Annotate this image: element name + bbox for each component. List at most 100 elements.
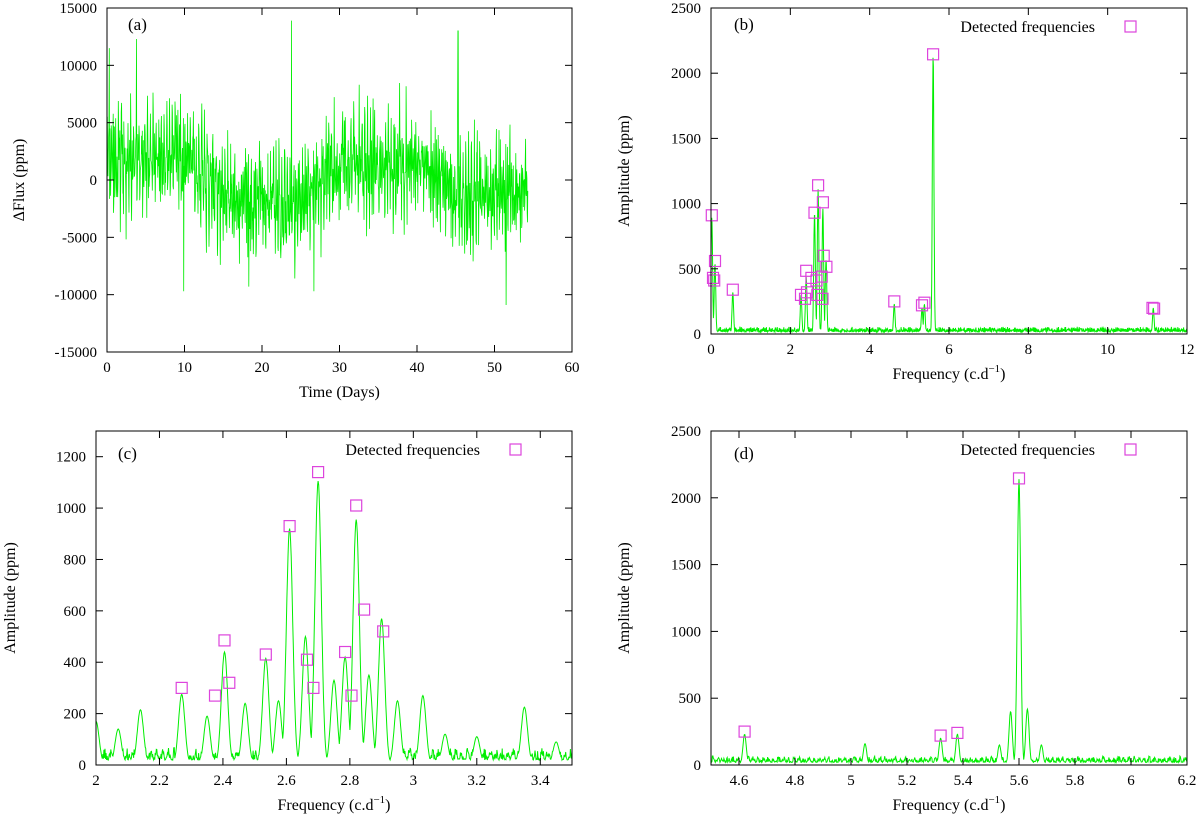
y-tick-label: 1000 (671, 197, 701, 213)
x-tick-label: 6.2 (1178, 773, 1197, 789)
legend-marker (1124, 443, 1137, 456)
spectrum-line-c (95, 481, 573, 762)
x-axis-label-superscript: −1 (373, 794, 385, 806)
legend-marker (1124, 20, 1137, 33)
x-tick-label: 2.6 (277, 773, 296, 789)
frequency-marker (815, 270, 828, 283)
frequency-marker (175, 681, 188, 695)
x-tick-label: 4.6 (730, 773, 749, 789)
frequency-marker (811, 179, 825, 192)
y-tick-label: 500 (679, 262, 702, 278)
x-tick-label: 5.4 (954, 773, 973, 789)
frequency-marker (820, 260, 833, 273)
x-tick-label: 6 (1127, 773, 1135, 789)
frequency-marker (738, 725, 751, 738)
frequency-marker (1012, 472, 1026, 485)
frequency-marker (816, 292, 829, 305)
spectrum-line-d (710, 479, 1188, 765)
y-tick-label: 200 (64, 707, 87, 723)
y-tick-label: 800 (64, 552, 87, 568)
x-axis-label-end: ) (1000, 797, 1005, 814)
y-tick-label: 0 (694, 327, 702, 343)
x-tick-label: 10 (177, 360, 192, 376)
x-tick-label: 4.8 (786, 773, 805, 789)
x-tick-label: 2 (787, 342, 795, 358)
panel-c: 2 2.2 2.4 2.6 2.8 3 3.2 3.4 0 200 400 600 800 1000 120… (2, 430, 573, 814)
frequency-marker (705, 209, 718, 222)
x-tick-label: 60 (565, 360, 580, 376)
frequency-marker (808, 206, 821, 219)
x-tick-label: 0 (103, 360, 111, 376)
x-axis-label-superscript: −1 (988, 363, 1000, 375)
y-tick-label: 2000 (671, 491, 701, 507)
frequency-marker (726, 283, 739, 296)
x-tick-label: 5.2 (898, 773, 917, 789)
legend-marker (509, 443, 522, 456)
y-axis-label: Amplitude (ppm) (616, 542, 633, 654)
frequency-marker (345, 689, 358, 702)
panel-label: (b) (734, 15, 754, 34)
x-axis-label: Time (Days) (299, 384, 380, 401)
frequency-marker (307, 681, 320, 695)
x-tick-label: 4 (866, 342, 874, 358)
x-axis-label-text: Time (Days) (299, 384, 380, 401)
axes-frame-d (710, 430, 1188, 766)
y-tick-label: 0 (90, 173, 98, 189)
light-curve-line (106, 20, 529, 306)
y-tick-label: 1500 (671, 131, 701, 147)
x-axis-label-end: ) (385, 797, 390, 814)
y-axis-label: Amplitude (ppm) (2, 542, 19, 654)
panel-b: 0 2 4 6 8 10 12 0 500 1000 1500 2000 2500 Frequency (… (616, 1, 1195, 383)
legend-label: Detected frequencies (960, 442, 1095, 459)
y-tick-label: -15000 (55, 345, 98, 361)
y-tick-label: -10000 (55, 288, 98, 304)
x-tick-label: 3.2 (467, 773, 486, 789)
x-tick-label: 30 (332, 360, 347, 376)
axes-frame-c (95, 430, 573, 766)
x-tick-label: 10 (1100, 342, 1115, 358)
frequency-marker (816, 196, 830, 209)
x-axis-label-text: Frequency (c.d (892, 797, 988, 814)
legend-label: Detected frequencies (345, 442, 480, 459)
x-tick-label: 40 (410, 360, 425, 376)
x-axis-label: Frequency (c.d−1) (892, 794, 1005, 814)
x-tick-label: 50 (487, 360, 502, 376)
frequency-marker (223, 676, 236, 689)
y-tick-label: 5000 (67, 116, 97, 132)
frequency-marker (951, 726, 964, 740)
y-tick-label: 1500 (671, 558, 701, 574)
x-tick-label: 20 (255, 360, 270, 376)
frequency-marker (283, 519, 296, 533)
panel-label: (d) (734, 444, 754, 463)
y-axis-label: ΔFlux (ppm) (11, 139, 28, 222)
frequency-marker (708, 274, 721, 287)
y-tick-label: 2000 (671, 66, 701, 82)
x-tick-label: 5.6 (1010, 773, 1029, 789)
x-tick-label: 5 (847, 773, 855, 789)
x-tick-label: 8 (1025, 342, 1033, 358)
y-axis-label: Amplitude (ppm) (616, 115, 633, 227)
y-tick-label: 1200 (56, 450, 86, 466)
y-tick-label: 10000 (60, 58, 98, 74)
x-axis-label: Frequency (c.d−1) (892, 363, 1005, 383)
x-tick-label: 3.4 (531, 773, 550, 789)
frequency-marker (888, 295, 901, 308)
y-tick-label: -5000 (62, 230, 97, 246)
panel-label: (a) (128, 15, 147, 34)
y-tick-label: 0 (694, 758, 702, 774)
frequency-marker (800, 286, 814, 299)
frequency-marker (312, 466, 325, 479)
frequency-marker (915, 299, 929, 312)
x-tick-label: 6 (945, 342, 953, 358)
panel-d: 4.6 4.8 5 5.2 5.4 5.6 5.8 6 6.2 0 500 1000 1500 2000 2… (616, 424, 1196, 814)
x-axis-label-text: Frequency (c.d (892, 366, 988, 383)
x-tick-label: 2.8 (340, 773, 359, 789)
x-tick-label: 0 (707, 342, 715, 358)
x-tick-label: 3 (410, 773, 418, 789)
y-tick-label: 1000 (56, 501, 86, 517)
panel-label: (c) (118, 444, 137, 463)
x-tick-label: 2.4 (214, 773, 233, 789)
frequency-marker (350, 499, 363, 512)
panel-a: 0 10 20 30 40 50 60 -15000 -10000 -5000 0 5000 10000… (11, 1, 580, 401)
